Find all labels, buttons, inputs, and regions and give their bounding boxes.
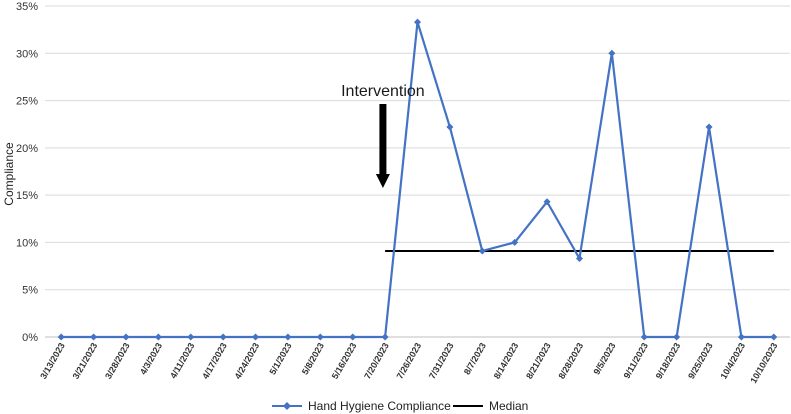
x-tick-label: 4/24/2023 [233, 341, 262, 381]
x-tick-label: 9/25/2023 [686, 341, 715, 381]
y-tick-label: 5% [22, 285, 38, 297]
compliance-point [381, 333, 389, 341]
x-tick-label: 9/5/2023 [591, 341, 617, 376]
compliance-point [543, 198, 551, 206]
compliance-point [511, 238, 519, 246]
y-axis-title: Compliance [2, 142, 16, 206]
compliance-point [122, 333, 130, 341]
compliance-point [57, 333, 65, 341]
x-tick-label: 8/7/2023 [462, 341, 488, 376]
x-axis-ticks: 3/13/2023 3/21/2023 3/28/2023 4/3/2023 4/11/… [38, 341, 779, 385]
y-tick-label: 20% [16, 143, 38, 155]
compliance-point [90, 333, 98, 341]
x-tick-label: 10/10/2023 [748, 341, 779, 385]
y-axis-ticks: 0% 5% 10% 15% 20% 25% 30% 35% [16, 1, 38, 344]
compliance-point [608, 49, 616, 57]
x-tick-label: 9/11/2023 [622, 341, 650, 380]
intervention-arrow-icon [375, 174, 390, 188]
x-tick-label: 8/21/2023 [524, 341, 553, 381]
x-tick-label: 7/31/2023 [427, 341, 456, 381]
x-tick-label: 3/28/2023 [103, 341, 132, 381]
compliance-point [154, 333, 162, 341]
y-tick-label: 15% [16, 190, 38, 202]
compliance-point [284, 333, 292, 341]
intervention-label: Intervention [341, 83, 425, 100]
x-tick-label: 7/26/2023 [395, 341, 424, 381]
x-tick-label: 4/11/2023 [168, 341, 196, 380]
x-tick-label: 5/16/2023 [330, 341, 359, 381]
compliance-point [575, 255, 583, 263]
y-tick-label: 10% [16, 237, 38, 249]
x-tick-label: 7/20/2023 [362, 341, 391, 381]
compliance-point [737, 333, 745, 341]
compliance-point [187, 333, 195, 341]
compliance-series [57, 18, 778, 341]
compliance-point [446, 123, 454, 131]
legend-compliance-diamond-icon [283, 402, 291, 410]
compliance-point [770, 333, 778, 341]
x-tick-label: 3/21/2023 [71, 341, 100, 381]
compliance-point [349, 333, 357, 341]
x-tick-label: 4/3/2023 [138, 341, 164, 376]
compliance-point [316, 333, 324, 341]
compliance-point [640, 333, 648, 341]
x-tick-label: 8/28/2023 [557, 341, 586, 381]
x-tick-label: 4/17/2023 [200, 341, 229, 381]
legend: Hand Hygiene Compliance Median [272, 399, 528, 413]
gridlines [45, 5, 790, 338]
y-tick-label: 30% [16, 48, 38, 60]
compliance-point [478, 247, 486, 255]
x-tick-label: 5/8/2023 [300, 341, 326, 376]
y-tick-label: 0% [22, 332, 38, 344]
compliance-point [673, 333, 681, 341]
intervention-annotation: Intervention [341, 83, 425, 188]
x-tick-label: 8/14/2023 [492, 341, 521, 381]
compliance-point [705, 123, 713, 131]
compliance-point [252, 333, 260, 341]
compliance-point [219, 333, 227, 341]
x-tick-label: 9/18/2023 [654, 341, 683, 381]
y-tick-label: 35% [16, 1, 38, 13]
legend-median-label: Median [489, 399, 528, 413]
x-tick-label: 5/1/2023 [267, 341, 293, 376]
compliance-point [414, 18, 421, 26]
y-tick-label: 25% [16, 96, 38, 108]
x-tick-label: 10/4/2023 [718, 341, 747, 381]
legend-compliance-label: Hand Hygiene Compliance [308, 399, 451, 413]
x-tick-label: 3/13/2023 [38, 341, 67, 381]
